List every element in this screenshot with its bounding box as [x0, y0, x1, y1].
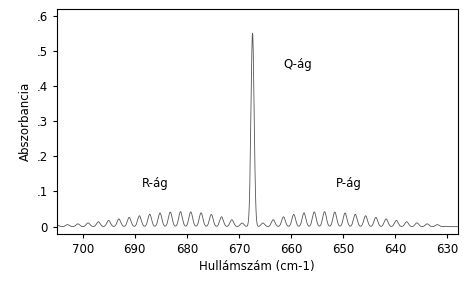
X-axis label: Hullámszám (cm-1): Hullámszám (cm-1) [200, 260, 315, 273]
Y-axis label: Abszorbancia: Abszorbancia [19, 82, 32, 161]
Text: P-ág: P-ág [336, 177, 362, 190]
Text: Q-ág: Q-ág [283, 58, 312, 71]
Text: R-ág: R-ág [142, 177, 169, 190]
